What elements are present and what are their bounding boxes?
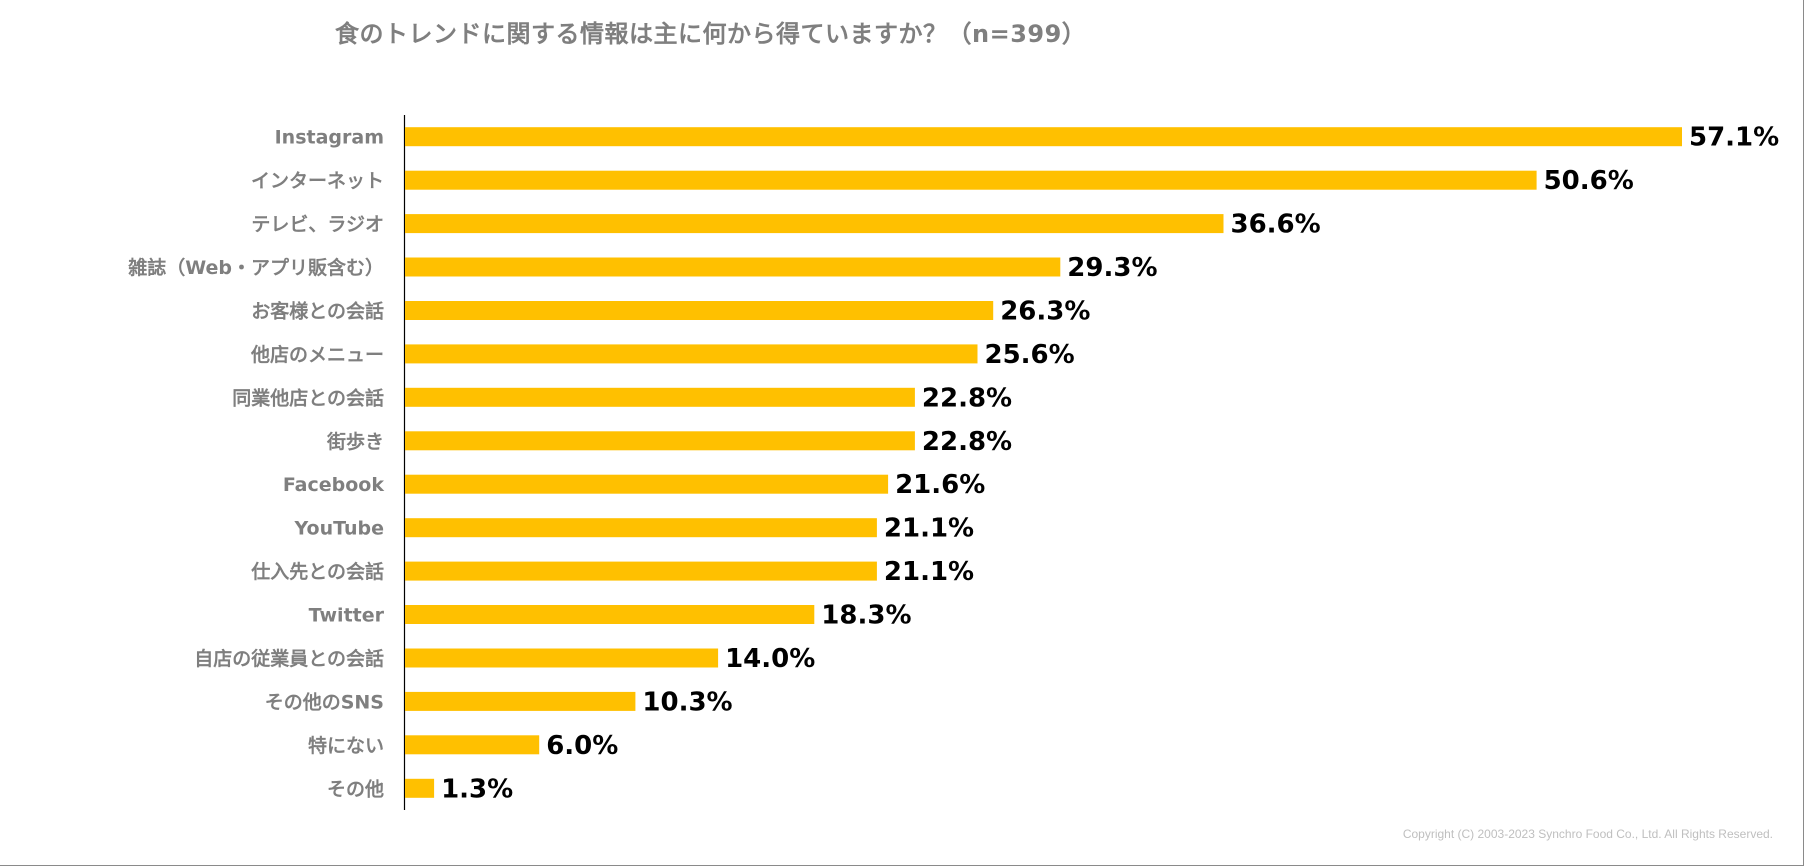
- value-label: 1.3%: [441, 774, 513, 804]
- category-label: インターネット: [251, 170, 384, 192]
- category-label: お客様との会話: [251, 300, 384, 323]
- category-label: Facebook: [283, 474, 385, 496]
- value-label: 21.1%: [884, 514, 974, 544]
- bar: [405, 648, 719, 668]
- bar: [405, 518, 877, 538]
- value-label: 14.0%: [725, 644, 815, 674]
- value-label: 18.3%: [821, 601, 911, 631]
- category-label: 同業他店との会話: [232, 386, 384, 409]
- bar: [405, 431, 915, 451]
- value-label: 10.3%: [642, 687, 732, 717]
- value-label: 21.1%: [884, 557, 974, 587]
- bar: [405, 387, 915, 407]
- bar: [405, 127, 1682, 147]
- bar: [405, 257, 1061, 277]
- copyright-notice: Copyright (C) 2003-2023 Synchro Food Co.…: [1402, 827, 1773, 841]
- value-label: 26.3%: [1000, 297, 1090, 327]
- value-label: 29.3%: [1067, 253, 1157, 283]
- category-label: 街歩き: [326, 430, 384, 453]
- bar: [405, 605, 815, 624]
- value-label: 25.6%: [985, 340, 1075, 370]
- category-label: 他店のメニュー: [250, 343, 384, 366]
- bar: [405, 778, 435, 798]
- category-label: 仕入先との会話: [250, 560, 384, 583]
- bar: [405, 214, 1224, 234]
- bar: [405, 691, 636, 711]
- bar: [405, 170, 1537, 190]
- category-label: YouTube: [294, 518, 384, 540]
- category-label: その他: [327, 777, 384, 800]
- value-label: 21.6%: [895, 470, 985, 500]
- category-label: その他のSNS: [265, 690, 384, 713]
- value-label: 22.8%: [922, 427, 1012, 457]
- value-label: 50.6%: [1544, 166, 1634, 196]
- bar: [405, 474, 889, 494]
- category-label: テレビ、ラジオ: [251, 214, 384, 236]
- chart-title: 食のトレンドに関する情報は主に何から得ていますか？（n=399）: [335, 20, 1087, 48]
- value-label: 36.6%: [1231, 210, 1321, 240]
- bar: [405, 301, 994, 320]
- category-label: 自店の従業員との会話: [194, 647, 384, 670]
- value-label: 6.0%: [546, 731, 618, 761]
- category-label: 特にない: [308, 735, 384, 757]
- value-label: 57.1%: [1689, 123, 1779, 153]
- bar: [405, 561, 877, 581]
- bar: [405, 735, 540, 755]
- category-label: Instagram: [275, 127, 384, 149]
- bar: [405, 344, 978, 364]
- category-label: 雑誌（Web・アプリ販含む）: [127, 256, 384, 279]
- category-label: Twitter: [309, 605, 385, 627]
- value-label: 22.8%: [922, 383, 1012, 413]
